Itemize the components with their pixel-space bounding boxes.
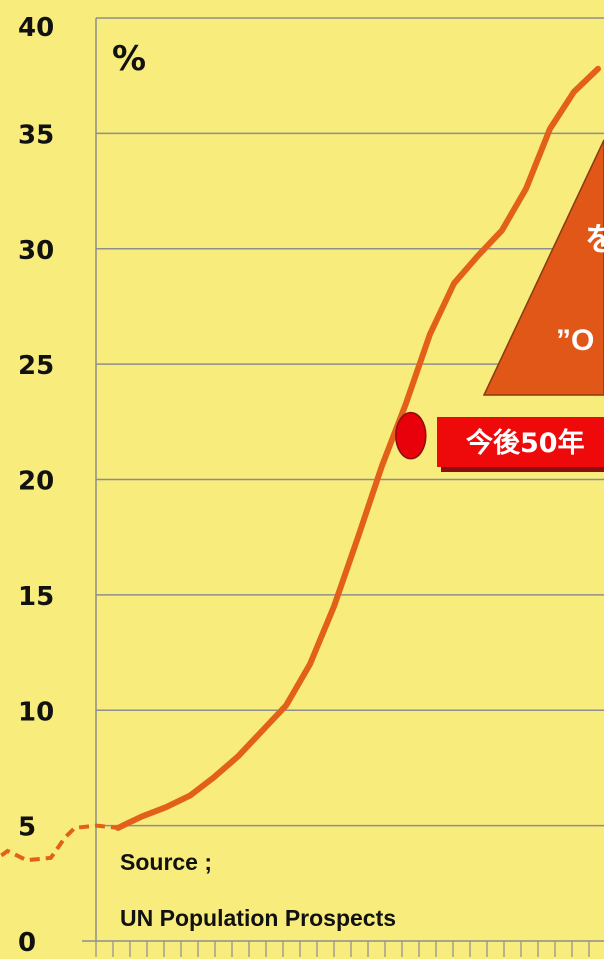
annotation-banner bbox=[437, 417, 604, 467]
x-tick-marks bbox=[95, 941, 590, 957]
triangle-text-1: を bbox=[585, 221, 604, 257]
banner-text: 今後50年 bbox=[466, 427, 585, 459]
triangle-text-2: ”O bbox=[556, 324, 594, 357]
y-tick-label-0: 0 bbox=[18, 928, 36, 958]
source-label: Source ; bbox=[120, 849, 212, 875]
source-name: UN Population Prospects bbox=[120, 905, 396, 931]
y-tick-label-20: 20 bbox=[18, 467, 54, 497]
y-tick-label-25: 25 bbox=[18, 351, 54, 381]
y-tick-label-30: 30 bbox=[18, 236, 54, 266]
y-tick-label-15: 15 bbox=[18, 582, 54, 612]
y-tick-label-10: 10 bbox=[18, 697, 54, 727]
y-tick-label-35: 35 bbox=[18, 120, 54, 150]
y-tick-labels: 0 5 10 15 20 25 30 35 40 bbox=[18, 13, 54, 958]
y-tick-label-5: 5 bbox=[18, 813, 36, 843]
leading-dashed-line bbox=[0, 823, 119, 863]
annotation-triangle bbox=[482, 139, 604, 396]
y-tick-label-40: 40 bbox=[18, 13, 54, 43]
unit-label: % bbox=[112, 39, 146, 79]
series-line bbox=[115, 65, 601, 831]
highlight-marker bbox=[395, 411, 427, 460]
grid-lines bbox=[82, 17, 604, 942]
